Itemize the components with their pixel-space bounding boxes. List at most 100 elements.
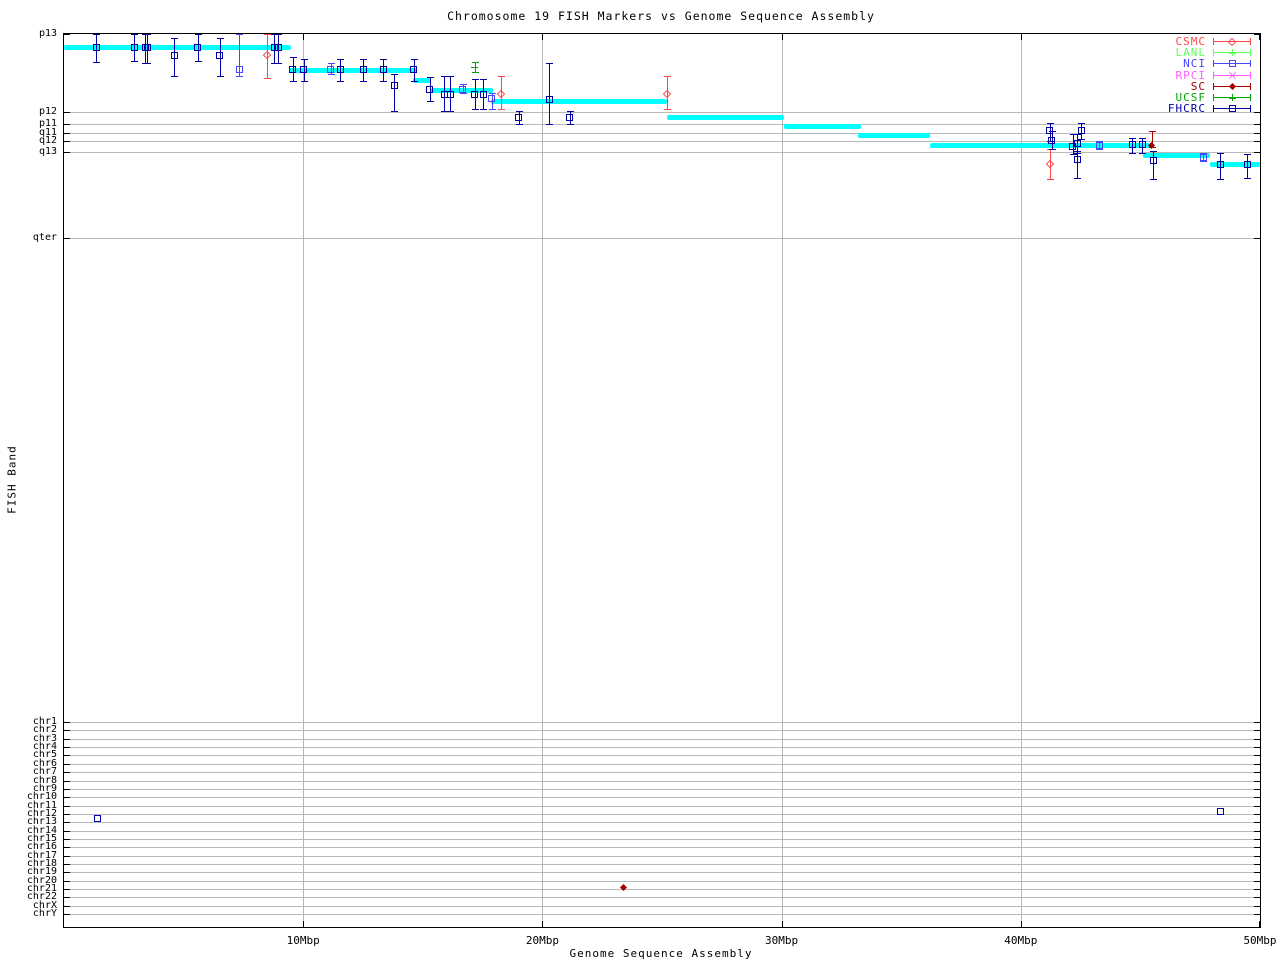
marker-FHCRC xyxy=(1128,140,1136,148)
gridline-y-chr10 xyxy=(64,797,1260,799)
marker-NCI xyxy=(1199,153,1207,161)
errorbar-FHCRC xyxy=(1153,151,1155,179)
errorbar-cap-FHCRC xyxy=(441,76,449,77)
marker-NCI xyxy=(488,94,496,102)
ytick-mirror-chr14 xyxy=(1254,830,1260,832)
errorbar-cap-FHCRC xyxy=(275,63,283,64)
ytick-label-chr16: chr16 xyxy=(26,841,57,853)
ytick-label-chr21: chr21 xyxy=(26,883,57,894)
gridline-x-20Mbp xyxy=(542,34,544,927)
errorbar-cap-NCI xyxy=(459,84,467,85)
errorbar-cap-FHCRC xyxy=(1069,154,1077,155)
errorbar-cap-FHCRC xyxy=(380,59,388,60)
errorbar-cap-NCI xyxy=(236,34,244,35)
ytick-mirror-chr13 xyxy=(1254,822,1260,824)
assembly-band-bar xyxy=(413,77,431,83)
ytick-chr22 xyxy=(64,897,70,899)
ytick-label-p12: p12 xyxy=(38,105,57,117)
errorbar-cap-CSMC xyxy=(498,76,506,77)
errorbar-cap-CSMC xyxy=(664,109,672,110)
ytick-mirror-chr19 xyxy=(1254,872,1260,874)
errorbar-FHCRC xyxy=(96,34,98,62)
ytick-chr2 xyxy=(64,730,70,732)
page-title: Chromosome 19 FISH Markers vs Genome Seq… xyxy=(447,9,875,23)
ytick-mirror-chr15 xyxy=(1254,838,1260,840)
xtick-mirror-40Mbp xyxy=(1020,34,1022,40)
ytick-q12 xyxy=(64,141,70,142)
gridline-y-chr14 xyxy=(64,830,1260,832)
gridline-y-chr18 xyxy=(64,864,1260,865)
legend-item-UCSF: UCSF xyxy=(1168,91,1251,104)
marker-FHCRC xyxy=(300,65,308,73)
ytick-chr1 xyxy=(64,722,70,723)
gridline-y-qter xyxy=(64,238,1260,239)
marker-SC xyxy=(1228,82,1236,90)
errorbar-cap-FHCRC xyxy=(216,38,224,39)
ytick-chr3 xyxy=(64,738,70,740)
gridline-y-chr3 xyxy=(64,738,1260,740)
gridline-y-chr1 xyxy=(64,722,1260,723)
ytick-label-chr20: chr20 xyxy=(26,874,57,886)
errorbar-cap-FHCRC xyxy=(1074,178,1081,179)
ytick-mirror-chr2 xyxy=(1254,730,1260,732)
xtick-40Mbp xyxy=(1020,921,1022,927)
ytick-mirror-p11 xyxy=(1254,124,1260,125)
errorbar-cap-FHCRC xyxy=(1074,151,1081,152)
gridline-y-chr13 xyxy=(64,822,1260,824)
errorbar-cap-FHCRC xyxy=(300,81,308,82)
errorbar-cap-FHCRC xyxy=(171,76,179,77)
errorbar-FHCRC xyxy=(518,111,520,124)
ytick-p11 xyxy=(64,124,70,125)
marker-FHCRC xyxy=(410,65,418,73)
errorbar-cap-FHCRC xyxy=(1244,178,1252,179)
legend-line-NCI xyxy=(1213,63,1251,65)
errorbar-cap-FHCRC xyxy=(426,101,434,102)
legend-sample-NCI xyxy=(1213,58,1251,69)
gridline-y-p12 xyxy=(64,111,1260,113)
errorbar-FHCRC xyxy=(413,59,415,81)
marker-FHCRC xyxy=(471,90,479,98)
errorbar-cap-FHCRC xyxy=(194,61,202,62)
ytick-label-chr15: chr15 xyxy=(26,832,57,844)
errorbar-FHCRC xyxy=(174,38,176,76)
errorbar-NCI xyxy=(330,63,332,74)
errorbar-cap-FHCRC xyxy=(1046,123,1054,124)
errorbar-cap-FHCRC xyxy=(144,34,151,35)
errorbar-CSMC xyxy=(667,76,669,109)
ytick-mirror-chr4 xyxy=(1254,747,1260,749)
legend-item-SC: SC xyxy=(1168,79,1251,93)
errorbar-FHCRC xyxy=(363,59,364,81)
marker-NCI xyxy=(1228,60,1236,68)
legend-label-RPCI: RPCI xyxy=(1175,68,1206,82)
gridline-y-q11 xyxy=(64,133,1260,134)
xtick-mirror-20Mbp xyxy=(542,34,544,40)
errorbar-cap-FHCRC xyxy=(1069,134,1077,135)
xtick-mirror-10Mbp xyxy=(303,34,305,40)
ytick-chr4 xyxy=(64,747,70,749)
errorbar-cap-FHCRC xyxy=(194,34,202,35)
ytick-label-chr4: chr4 xyxy=(32,741,57,753)
assembly-band-bar xyxy=(783,124,861,129)
ytick-mirror-chr18 xyxy=(1254,864,1260,865)
errorbar-cap-NCI xyxy=(459,93,467,94)
errorbar-CSMC xyxy=(501,76,503,109)
errorbar-CSMC xyxy=(1049,149,1051,179)
ytick-mirror-chr20 xyxy=(1254,880,1260,882)
errorbar-FHCRC xyxy=(394,74,396,111)
errorbar-cap-FHCRC xyxy=(131,61,139,62)
errorbar-CSMC xyxy=(267,34,269,78)
legend-sample-FHCRC xyxy=(1213,103,1251,114)
legend-cap-CSMC xyxy=(1250,38,1251,46)
errorbar-FHCRC xyxy=(1132,138,1134,153)
ytick-label-chr22: chr22 xyxy=(26,891,57,903)
legend-label-SC: SC xyxy=(1190,79,1206,93)
ytick-label-chr5: chr5 xyxy=(32,749,57,761)
errorbar-cap-NCI xyxy=(327,74,335,75)
gridline-y-chr21 xyxy=(64,889,1260,890)
ytick-label-chr8: chr8 xyxy=(32,774,57,786)
marker-CSMC xyxy=(1227,37,1237,46)
ytick-mirror-chr3 xyxy=(1254,738,1260,740)
ytick-mirror-p13 xyxy=(1254,34,1260,35)
legend-cap-RPCI xyxy=(1213,71,1214,79)
marker-CSMC xyxy=(1045,159,1055,169)
